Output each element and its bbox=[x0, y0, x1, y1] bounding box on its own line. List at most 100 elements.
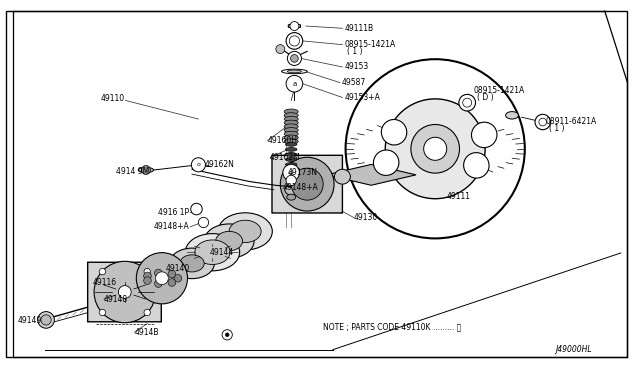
Circle shape bbox=[539, 118, 547, 126]
Ellipse shape bbox=[138, 167, 154, 173]
Ellipse shape bbox=[216, 231, 243, 251]
Text: o: o bbox=[196, 162, 200, 167]
Text: W: W bbox=[464, 100, 470, 105]
Ellipse shape bbox=[284, 109, 298, 114]
Text: NOTE ; PARTS CODE 49110K ......... ⓐ: NOTE ; PARTS CODE 49110K ......... ⓐ bbox=[323, 322, 461, 331]
Circle shape bbox=[286, 175, 296, 186]
Ellipse shape bbox=[285, 142, 297, 146]
FancyBboxPatch shape bbox=[88, 262, 161, 322]
Circle shape bbox=[424, 137, 447, 160]
Circle shape bbox=[156, 272, 168, 285]
Circle shape bbox=[411, 125, 460, 173]
Text: 49130: 49130 bbox=[354, 213, 378, 222]
Text: 49162M: 49162M bbox=[270, 153, 301, 162]
Text: 49111: 49111 bbox=[447, 192, 470, 201]
Text: N: N bbox=[541, 119, 545, 125]
Ellipse shape bbox=[170, 248, 214, 279]
Text: 49587: 49587 bbox=[342, 78, 366, 87]
Text: 49144: 49144 bbox=[209, 248, 234, 257]
Text: 49148+A: 49148+A bbox=[283, 183, 319, 192]
Ellipse shape bbox=[186, 234, 240, 271]
Circle shape bbox=[287, 51, 301, 65]
Ellipse shape bbox=[463, 153, 489, 178]
Circle shape bbox=[99, 268, 106, 275]
Circle shape bbox=[191, 158, 205, 172]
Ellipse shape bbox=[284, 116, 298, 122]
Circle shape bbox=[463, 98, 472, 107]
Text: 08911-6421A: 08911-6421A bbox=[546, 117, 597, 126]
Ellipse shape bbox=[285, 148, 297, 151]
Circle shape bbox=[94, 261, 156, 323]
Text: ( 1 ): ( 1 ) bbox=[549, 124, 564, 133]
Circle shape bbox=[143, 277, 151, 285]
Text: 49149: 49149 bbox=[17, 316, 42, 325]
Polygon shape bbox=[326, 164, 416, 185]
Circle shape bbox=[168, 270, 176, 278]
Text: 4914 9M: 4914 9M bbox=[116, 167, 149, 176]
Ellipse shape bbox=[282, 69, 307, 74]
Text: a: a bbox=[292, 81, 296, 87]
Ellipse shape bbox=[284, 124, 298, 129]
Text: 49162N: 49162N bbox=[205, 160, 235, 169]
Ellipse shape bbox=[472, 122, 497, 148]
Circle shape bbox=[38, 312, 54, 328]
Text: o: o bbox=[289, 170, 293, 176]
Circle shape bbox=[154, 269, 162, 277]
Text: 49173N: 49173N bbox=[288, 168, 318, 177]
Circle shape bbox=[535, 114, 550, 130]
Polygon shape bbox=[288, 24, 301, 28]
Text: W: W bbox=[291, 38, 298, 44]
Ellipse shape bbox=[334, 169, 351, 184]
Ellipse shape bbox=[284, 128, 298, 133]
Ellipse shape bbox=[284, 113, 298, 118]
Text: ( 1 ): ( 1 ) bbox=[347, 47, 362, 56]
Ellipse shape bbox=[284, 139, 298, 144]
Circle shape bbox=[385, 99, 485, 199]
Ellipse shape bbox=[285, 163, 297, 166]
Circle shape bbox=[286, 76, 303, 92]
Text: 49148: 49148 bbox=[104, 295, 128, 304]
Circle shape bbox=[41, 315, 51, 325]
Circle shape bbox=[280, 157, 334, 211]
Circle shape bbox=[174, 275, 182, 282]
Circle shape bbox=[276, 45, 285, 54]
Circle shape bbox=[144, 309, 150, 316]
Circle shape bbox=[290, 22, 299, 31]
Ellipse shape bbox=[287, 194, 296, 200]
Circle shape bbox=[346, 59, 525, 238]
Text: 4916 1P: 4916 1P bbox=[158, 208, 189, 217]
Circle shape bbox=[222, 330, 232, 340]
FancyBboxPatch shape bbox=[272, 155, 342, 213]
Ellipse shape bbox=[285, 168, 297, 171]
Ellipse shape bbox=[180, 255, 204, 272]
Ellipse shape bbox=[381, 119, 407, 145]
Circle shape bbox=[283, 164, 300, 181]
Circle shape bbox=[136, 253, 188, 304]
Ellipse shape bbox=[284, 131, 298, 137]
Circle shape bbox=[225, 333, 229, 337]
Circle shape bbox=[198, 217, 209, 228]
Ellipse shape bbox=[229, 220, 261, 243]
Circle shape bbox=[459, 94, 476, 111]
Text: 4914B: 4914B bbox=[134, 328, 159, 337]
Circle shape bbox=[286, 33, 303, 49]
Text: 08915-1421A: 08915-1421A bbox=[344, 40, 396, 49]
Text: 49111B: 49111B bbox=[344, 24, 374, 33]
Ellipse shape bbox=[285, 158, 297, 161]
Circle shape bbox=[154, 280, 162, 287]
Text: J49000HL: J49000HL bbox=[556, 345, 592, 354]
Text: 49148+A: 49148+A bbox=[154, 222, 189, 231]
Circle shape bbox=[99, 309, 106, 316]
Text: 49153: 49153 bbox=[344, 62, 369, 71]
Ellipse shape bbox=[284, 135, 298, 140]
Ellipse shape bbox=[285, 185, 298, 195]
Ellipse shape bbox=[285, 153, 297, 156]
Ellipse shape bbox=[218, 213, 273, 250]
Ellipse shape bbox=[284, 120, 298, 125]
Text: ( D ): ( D ) bbox=[477, 93, 493, 102]
Circle shape bbox=[291, 168, 323, 200]
Text: 49110: 49110 bbox=[100, 94, 125, 103]
Circle shape bbox=[143, 272, 151, 280]
Text: 08915-1421A: 08915-1421A bbox=[474, 86, 525, 94]
Ellipse shape bbox=[506, 112, 518, 119]
